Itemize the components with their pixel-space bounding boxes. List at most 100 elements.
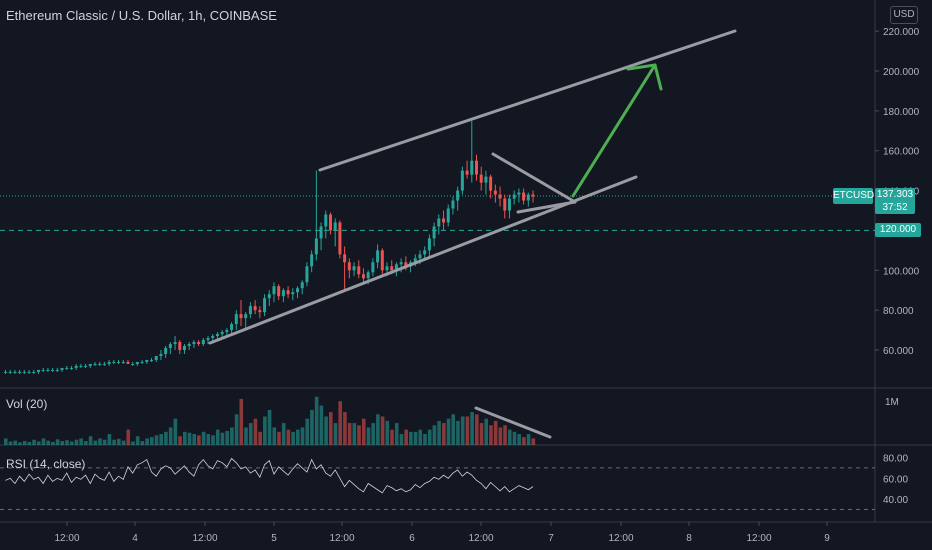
volume-bar xyxy=(333,423,338,445)
candle-body xyxy=(310,254,314,267)
pennant-lower-line xyxy=(516,200,577,214)
candle-body xyxy=(446,208,450,223)
volume-bar xyxy=(244,427,248,445)
volume-bar xyxy=(206,434,211,445)
volume-bar xyxy=(319,405,324,445)
candle-body xyxy=(376,250,380,263)
candle-body xyxy=(13,371,17,373)
volume-bar xyxy=(465,416,470,445)
candle-body xyxy=(465,170,469,175)
volume-bar xyxy=(187,432,192,445)
current-price-value: 137.303 xyxy=(876,189,914,200)
candle-body xyxy=(423,250,427,255)
volume-bar xyxy=(310,409,314,445)
candle-body xyxy=(201,340,205,345)
volume-bar xyxy=(427,429,432,445)
candle-body xyxy=(8,371,12,373)
volume-bar xyxy=(22,441,27,445)
candle-body xyxy=(300,282,304,289)
current-symbol-tag: ETCUSD xyxy=(833,188,874,204)
volume-bar xyxy=(173,418,178,445)
candle-body xyxy=(263,298,267,313)
candle-body xyxy=(121,361,125,363)
candle-body xyxy=(244,314,248,319)
candle-body xyxy=(361,274,365,279)
volume-bar xyxy=(117,438,121,445)
currency-badge[interactable]: USD xyxy=(890,6,918,24)
candle-countdown: 37:52 xyxy=(882,202,908,213)
candle-body xyxy=(328,214,332,231)
time-tick-label: 12:00 xyxy=(329,533,354,544)
volume-bar xyxy=(112,439,116,445)
volume-bar xyxy=(51,441,55,445)
volume-bar xyxy=(178,436,182,445)
volume-axis-label: 1M xyxy=(885,397,899,408)
volume-bar xyxy=(399,434,404,445)
candle-body xyxy=(41,369,45,371)
volume-bar xyxy=(291,431,295,445)
volume-bar xyxy=(357,425,361,445)
candle-body xyxy=(272,286,276,295)
candle-body xyxy=(404,262,408,267)
candle-body xyxy=(451,200,455,209)
price-tick-label: 80.000 xyxy=(883,306,914,317)
volume-bar xyxy=(432,425,437,445)
candle-body xyxy=(522,192,526,201)
candle-body xyxy=(333,222,337,231)
volume-bar xyxy=(55,439,60,445)
candle-body xyxy=(296,288,300,293)
volume-bar xyxy=(305,418,310,445)
candle-body xyxy=(173,342,177,345)
volume-bar xyxy=(385,420,390,445)
volume-bar xyxy=(517,434,521,445)
candle-body xyxy=(352,266,356,271)
level-price-box: 120.000 xyxy=(875,223,921,237)
candle-body xyxy=(277,286,281,297)
candle-body xyxy=(512,194,516,199)
volume-bar xyxy=(267,409,272,445)
candle-body xyxy=(36,369,40,372)
volume-bar xyxy=(32,439,36,445)
candle-body xyxy=(366,272,370,279)
volume-bar xyxy=(93,440,98,445)
candle-body xyxy=(182,346,186,350)
candle-body xyxy=(51,369,55,371)
volume-bar xyxy=(470,412,474,445)
candle-body xyxy=(460,170,464,191)
candle-body xyxy=(211,336,215,339)
candle-body xyxy=(159,353,163,356)
time-tick-label: 12:00 xyxy=(746,533,771,544)
rsi-tick-label: 80.00 xyxy=(883,453,908,464)
candle-body xyxy=(418,254,422,259)
volume-bar xyxy=(479,423,484,445)
volume-bar xyxy=(328,412,333,445)
volume-bar xyxy=(168,427,173,445)
forecast-arrow-head xyxy=(626,63,663,91)
volume-bar xyxy=(484,418,489,445)
time-tick-label: 9 xyxy=(824,533,830,544)
volume-bar xyxy=(135,436,140,445)
candle-body xyxy=(131,363,135,365)
candle-body xyxy=(79,365,83,367)
volume-bar xyxy=(8,441,13,445)
volume-bar xyxy=(102,439,107,445)
time-tick-label: 12:00 xyxy=(54,533,79,544)
volume-bar xyxy=(154,435,159,445)
candle-body xyxy=(507,198,511,211)
candle-body xyxy=(442,218,446,223)
volume-bar xyxy=(324,416,328,445)
volume-bar xyxy=(13,440,18,445)
volume-bar xyxy=(211,435,215,445)
volume-bar xyxy=(475,414,479,445)
volume-bar xyxy=(4,438,8,445)
volume-bar xyxy=(88,436,93,445)
volume-bar xyxy=(423,434,427,445)
volume-bar xyxy=(437,420,441,445)
candle-body xyxy=(286,290,290,295)
candle-body xyxy=(27,371,31,373)
volume-bar xyxy=(314,396,319,445)
volume-bar xyxy=(121,440,126,445)
volume-bar xyxy=(60,441,65,445)
candle-body xyxy=(98,363,102,365)
